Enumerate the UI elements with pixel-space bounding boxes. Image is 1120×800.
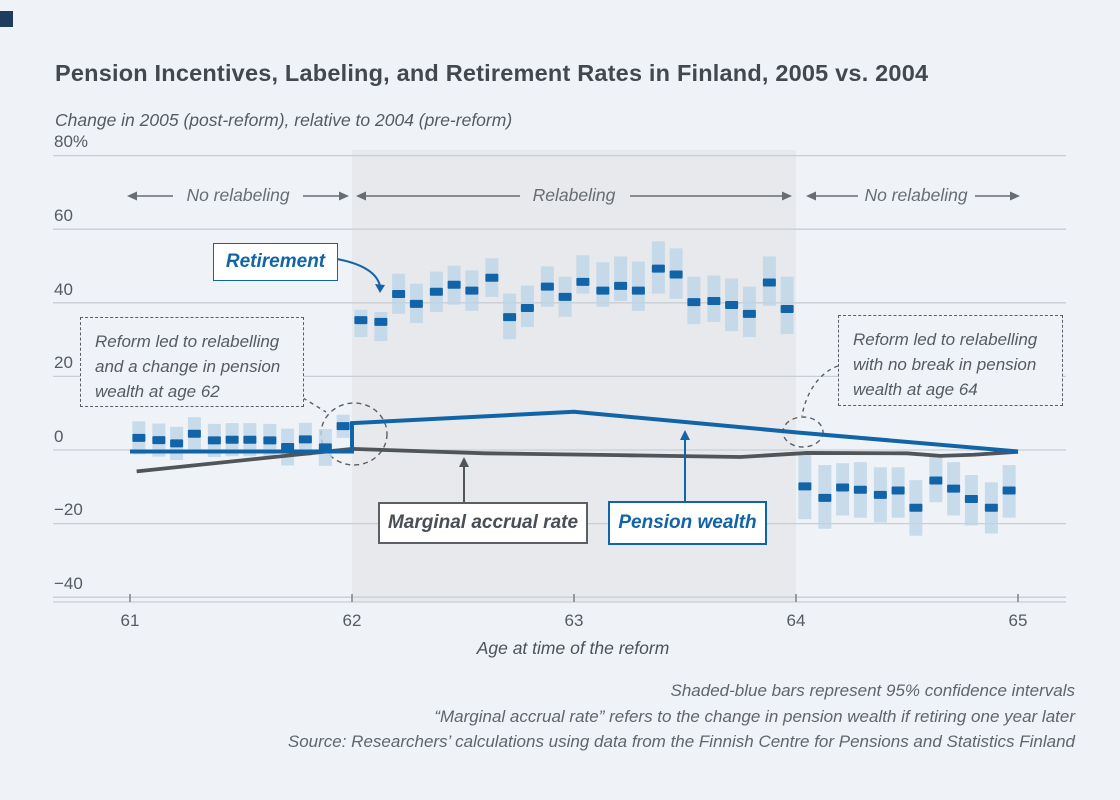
pension-wealth-series-label: Pension wealth [608, 501, 767, 545]
corner-mark [0, 11, 13, 27]
callout-line: Reform led to relabelling [853, 330, 1038, 349]
callout-line: Reform led to relabelling [95, 332, 280, 351]
y-tick-label: 60 [54, 206, 73, 225]
x-tick-label: 62 [342, 611, 362, 630]
retirement-points [132, 264, 1016, 512]
footnotes: Shaded-blue bars represent 95% confidenc… [55, 678, 1075, 755]
footnote-marginal-definition: “Marginal accrual rate” refers to the ch… [434, 706, 1075, 726]
page-title: Pension Incentives, Labeling, and Retire… [55, 59, 929, 86]
region-arrows [127, 191, 1020, 201]
x-tick-label: 63 [564, 611, 584, 630]
callout-line: wealth at age 64 [853, 380, 978, 399]
marginal-accrual-series-label: Marginal accrual rate [378, 502, 588, 544]
retirement-arrow [336, 258, 381, 287]
y-tick-label: −20 [54, 500, 83, 519]
pension-wealth-line [130, 409, 1019, 454]
callout-age-64: Reform led to relabelling with no break … [838, 315, 1063, 406]
region-label-relabeling: Relabeling [532, 185, 616, 205]
callout-age-62: Reform led to relabelling and a change i… [80, 317, 304, 407]
y-tick-label: 40 [54, 280, 73, 299]
y-tick-label: 20 [54, 353, 73, 372]
retirement-series-label: Retirement [213, 243, 338, 281]
chart-subtitle: Change in 2005 (post-reform), relative t… [55, 110, 513, 130]
y-tick-label: 80% [54, 132, 89, 151]
callout-line: and a change in pension [95, 357, 281, 376]
label-arrows [336, 258, 690, 502]
callout-connector-left [302, 397, 327, 413]
footnote-ci: Shaded-blue bars represent 95% confidenc… [670, 681, 1075, 700]
callout-connector-right [801, 365, 839, 417]
x-tick-label: 65 [1008, 611, 1028, 630]
x-tick-label: 64 [786, 611, 806, 630]
footnote-source: Source: Researchers’ calculations using … [287, 732, 1075, 751]
x-tick-label: 61 [120, 611, 140, 630]
y-tick-label: −40 [54, 574, 83, 593]
y-tick-label: 0 [54, 427, 64, 446]
x-axis-title: Age at time of the reform [476, 638, 670, 658]
callout-line: with no break in pension [853, 355, 1037, 374]
region-label-no-relabeling-right: No relabeling [864, 185, 968, 205]
callout-line: wealth at age 62 [95, 382, 220, 401]
marginal-accrual-line [136, 446, 1019, 474]
region-label-no-relabeling-left: No relabeling [186, 185, 290, 205]
